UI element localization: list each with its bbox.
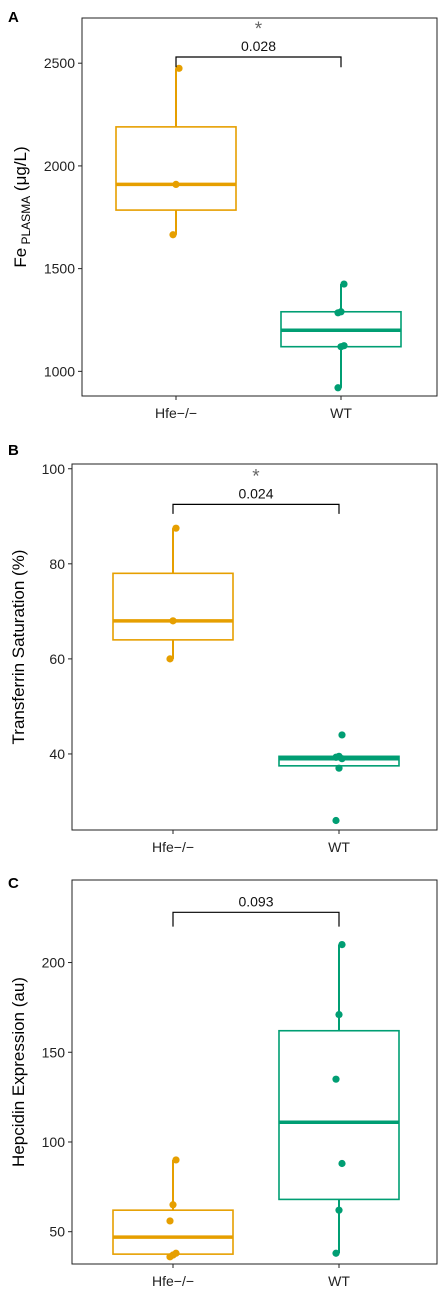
plot-frame (81, 17, 438, 397)
panel-label: C (8, 875, 19, 892)
data-point (332, 1249, 340, 1257)
data-point (169, 1201, 177, 1209)
panel-label: A (8, 9, 19, 26)
data-point (166, 1217, 174, 1225)
y-tick-label: 80 (49, 556, 65, 572)
p-value-label: 0.093 (238, 893, 273, 909)
data-point (340, 280, 348, 288)
y-tick-label: 150 (42, 1044, 66, 1060)
data-point (166, 655, 174, 663)
data-point (335, 752, 343, 760)
data-point (172, 1156, 180, 1164)
plot-frame (71, 463, 438, 831)
data-point (338, 940, 346, 949)
box-iqr (278, 1029, 400, 1201)
y-axis-title-main: Transferrin Saturation (%) (9, 550, 28, 745)
y-axis-title-sub: PLASMA (19, 196, 33, 248)
data-point (340, 342, 348, 350)
data-point (338, 731, 346, 739)
box-iqr (112, 572, 234, 641)
x-tick-label: Hfe−/− (152, 1273, 194, 1289)
y-axis-title-unit: (μg/L) (11, 146, 30, 195)
box-iqr (112, 1209, 234, 1255)
box-iqr (115, 126, 237, 211)
data-point (172, 524, 180, 532)
significance-star: * (252, 466, 260, 487)
x-tick-label: WT (330, 405, 352, 421)
significance-bracket (175, 56, 342, 68)
panel-c: C 50 100 150 200 Hfe−/− WT Hepcidin Expression … (0, 866, 445, 1299)
data-point (172, 180, 180, 189)
panel-a: A 1000 1500 2000 2500 Hfe−/− WT Fe PLASMA (μg/L… (0, 0, 445, 433)
y-axis-title-main: Fe (11, 248, 30, 268)
chart-panel-c: C 50 100 150 200 Hfe−/− WT Hepcidin Expression … (8, 875, 438, 1289)
y-tick-label: 50 (49, 1224, 65, 1240)
y-tick-label: 2000 (44, 158, 75, 174)
significance-star: * (255, 19, 263, 40)
panel-label: B (8, 442, 19, 459)
significance-bracket (172, 503, 340, 514)
data-point (169, 231, 177, 239)
y-tick-label: 40 (49, 746, 65, 762)
y-tick-label: 1500 (44, 261, 75, 277)
significance-bracket (172, 911, 340, 927)
chart-panel-b: B 40 60 80 100 Hfe−/− WT Transferrin Saturation… (8, 442, 438, 855)
y-axis-title: Hepcidin Expression (au) (9, 977, 28, 1167)
y-axis-title: Transferrin Saturation (%) (9, 550, 28, 745)
plot-frame (71, 879, 438, 1265)
chart-panel-a: A 1000 1500 2000 2500 Hfe−/− WT Fe PLASMA (μg/L… (8, 9, 438, 421)
data-point (332, 1075, 340, 1083)
data-point (332, 816, 340, 825)
data-point (335, 1206, 343, 1214)
data-point (335, 764, 343, 772)
y-tick-label: 1000 (44, 363, 75, 379)
data-point (334, 384, 342, 392)
y-tick-label: 60 (49, 651, 65, 667)
y-axis-title-main: Hepcidin Expression (au) (9, 977, 28, 1167)
x-tick-label: WT (328, 1273, 350, 1289)
data-point (172, 1249, 180, 1257)
p-value-label: 0.028 (241, 38, 276, 54)
data-point (337, 308, 345, 316)
y-tick-label: 100 (42, 461, 66, 477)
p-value-label: 0.024 (238, 485, 273, 501)
x-tick-label: Hfe−/− (152, 839, 194, 855)
data-point (338, 1159, 346, 1168)
y-axis-title: Fe PLASMA (μg/L) (11, 146, 33, 267)
data-point (169, 617, 177, 625)
data-point (175, 64, 183, 72)
x-tick-label: Hfe−/− (155, 405, 197, 421)
x-tick-label: WT (328, 839, 350, 855)
y-tick-label: 2500 (44, 55, 75, 71)
data-point (335, 1010, 343, 1019)
y-tick-label: 100 (42, 1134, 66, 1150)
y-tick-label: 200 (42, 955, 66, 971)
panel-b: B 40 60 80 100 Hfe−/− WT Transferrin Saturation… (0, 433, 445, 866)
